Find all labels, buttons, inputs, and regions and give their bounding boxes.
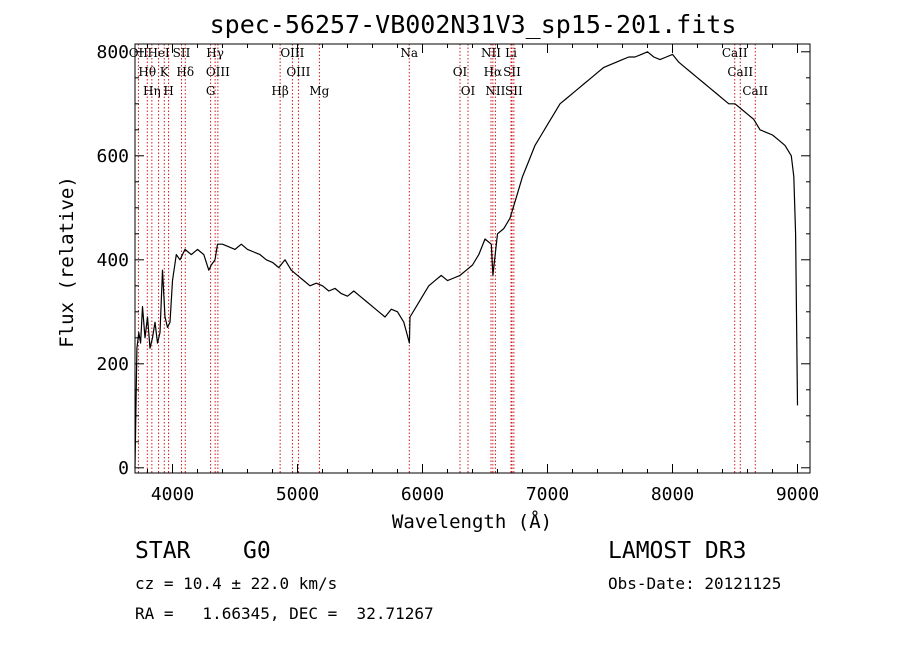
y-axis-ticks: 0 200 400 600 800: [96, 42, 810, 479]
line-marker-label: G: [206, 84, 216, 98]
y-tick-label: 200: [96, 354, 129, 375]
survey-label: LAMOST DR3: [608, 538, 747, 564]
line-marker-label: HeI: [147, 46, 170, 60]
x-axis-label: Wavelength (Å): [392, 510, 552, 533]
line-marker-label: NII: [485, 84, 505, 98]
y-tick-label: 0: [118, 458, 129, 479]
line-marker-label: SII: [503, 65, 521, 79]
line-marker-label: CaII: [722, 46, 748, 60]
line-marker-label: OI: [461, 84, 476, 98]
line-marker-labels: OII Hθ Hη HeI KH SII Hδ G Hγ OIII Hβ OIII OIII Mg Na OI…: [129, 46, 769, 98]
line-marker-label: SII: [505, 84, 523, 98]
line-marker-label: Hγ: [206, 46, 224, 60]
line-marker-label: Hβ: [271, 84, 288, 98]
line-marker-label: K: [160, 65, 170, 79]
line-marker-label: Li: [505, 46, 517, 60]
plot-area: [134, 43, 811, 474]
y-tick-label: 400: [96, 250, 129, 271]
line-marker-label: NII: [481, 46, 501, 60]
line-marker-label: CaII: [742, 84, 768, 98]
y-tick-label: 600: [96, 146, 129, 167]
redshift-velocity: cz = 10.4 ± 22.0 km/s: [135, 574, 338, 593]
line-marker-label: CaII: [727, 65, 753, 79]
observation-date: Obs-Date: 20121125: [608, 574, 782, 593]
line-marker-label: OI: [453, 65, 468, 79]
y-tick-label: 800: [96, 42, 129, 63]
line-markers: [137, 44, 756, 473]
line-marker-label: OII: [129, 46, 149, 60]
x-axis-ticks: 4000 5000 6000 7000 8000 9000: [147, 44, 819, 505]
line-marker-label: OIII: [286, 65, 310, 79]
line-marker-label: Hη: [143, 84, 161, 98]
x-tick-label: 9000: [776, 484, 819, 505]
line-marker-label: H: [163, 84, 173, 98]
spectrum-line: [134, 51, 799, 468]
line-marker-label: Hθ: [138, 65, 156, 79]
x-tick-label: 5000: [276, 484, 319, 505]
line-marker-label: Hα: [484, 65, 503, 79]
x-tick-label: 8000: [651, 484, 694, 505]
chart-title: spec-56257-VB002N31V3_sp15-201.fits: [210, 10, 737, 39]
line-marker-label: Mg: [309, 84, 329, 98]
x-tick-label: 6000: [401, 484, 444, 505]
line-marker-label: Hδ: [176, 65, 194, 79]
plot-frame: [134, 43, 811, 474]
x-tick-label: 4000: [151, 484, 194, 505]
line-marker-label: OIII: [280, 46, 304, 60]
coordinates: RA = 1.66345, DEC = 32.71267: [135, 604, 434, 623]
class-label: STAR: [135, 538, 191, 564]
y-axis-label: Flux (relative): [56, 176, 78, 348]
x-tick-label: 7000: [526, 484, 569, 505]
line-marker-label: OIII: [206, 65, 230, 79]
line-marker-label: SII: [173, 46, 191, 60]
line-marker-label: Na: [400, 46, 418, 60]
subclass-label: G0: [243, 538, 271, 564]
